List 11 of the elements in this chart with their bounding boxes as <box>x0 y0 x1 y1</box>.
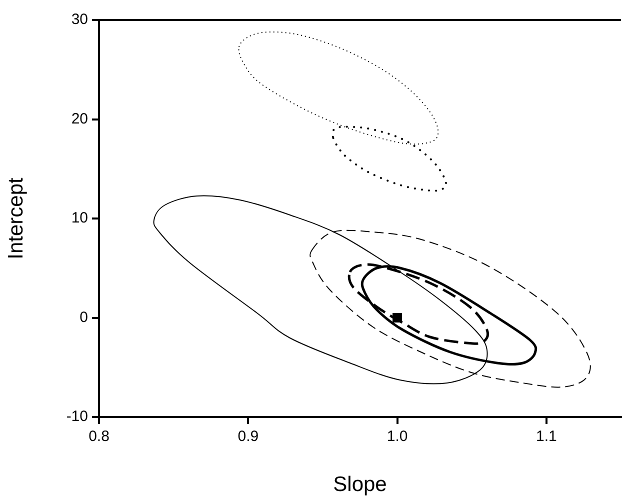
y-tick-label: -10 <box>66 408 88 426</box>
y-axis-title: Intercept <box>4 177 28 260</box>
y-tick-label: 30 <box>71 11 88 28</box>
x-tick-label: 0.9 <box>238 428 259 446</box>
x-tick-label: 1.1 <box>536 428 557 446</box>
y-tick-label: 20 <box>71 110 88 128</box>
y-tick-label: 10 <box>71 210 88 227</box>
x-tick-label: 1.0 <box>386 428 408 446</box>
y-tick-label: 0 <box>80 308 88 326</box>
x-axis-title: Slope <box>333 473 387 496</box>
x-tick-label: 0.8 <box>88 428 110 446</box>
